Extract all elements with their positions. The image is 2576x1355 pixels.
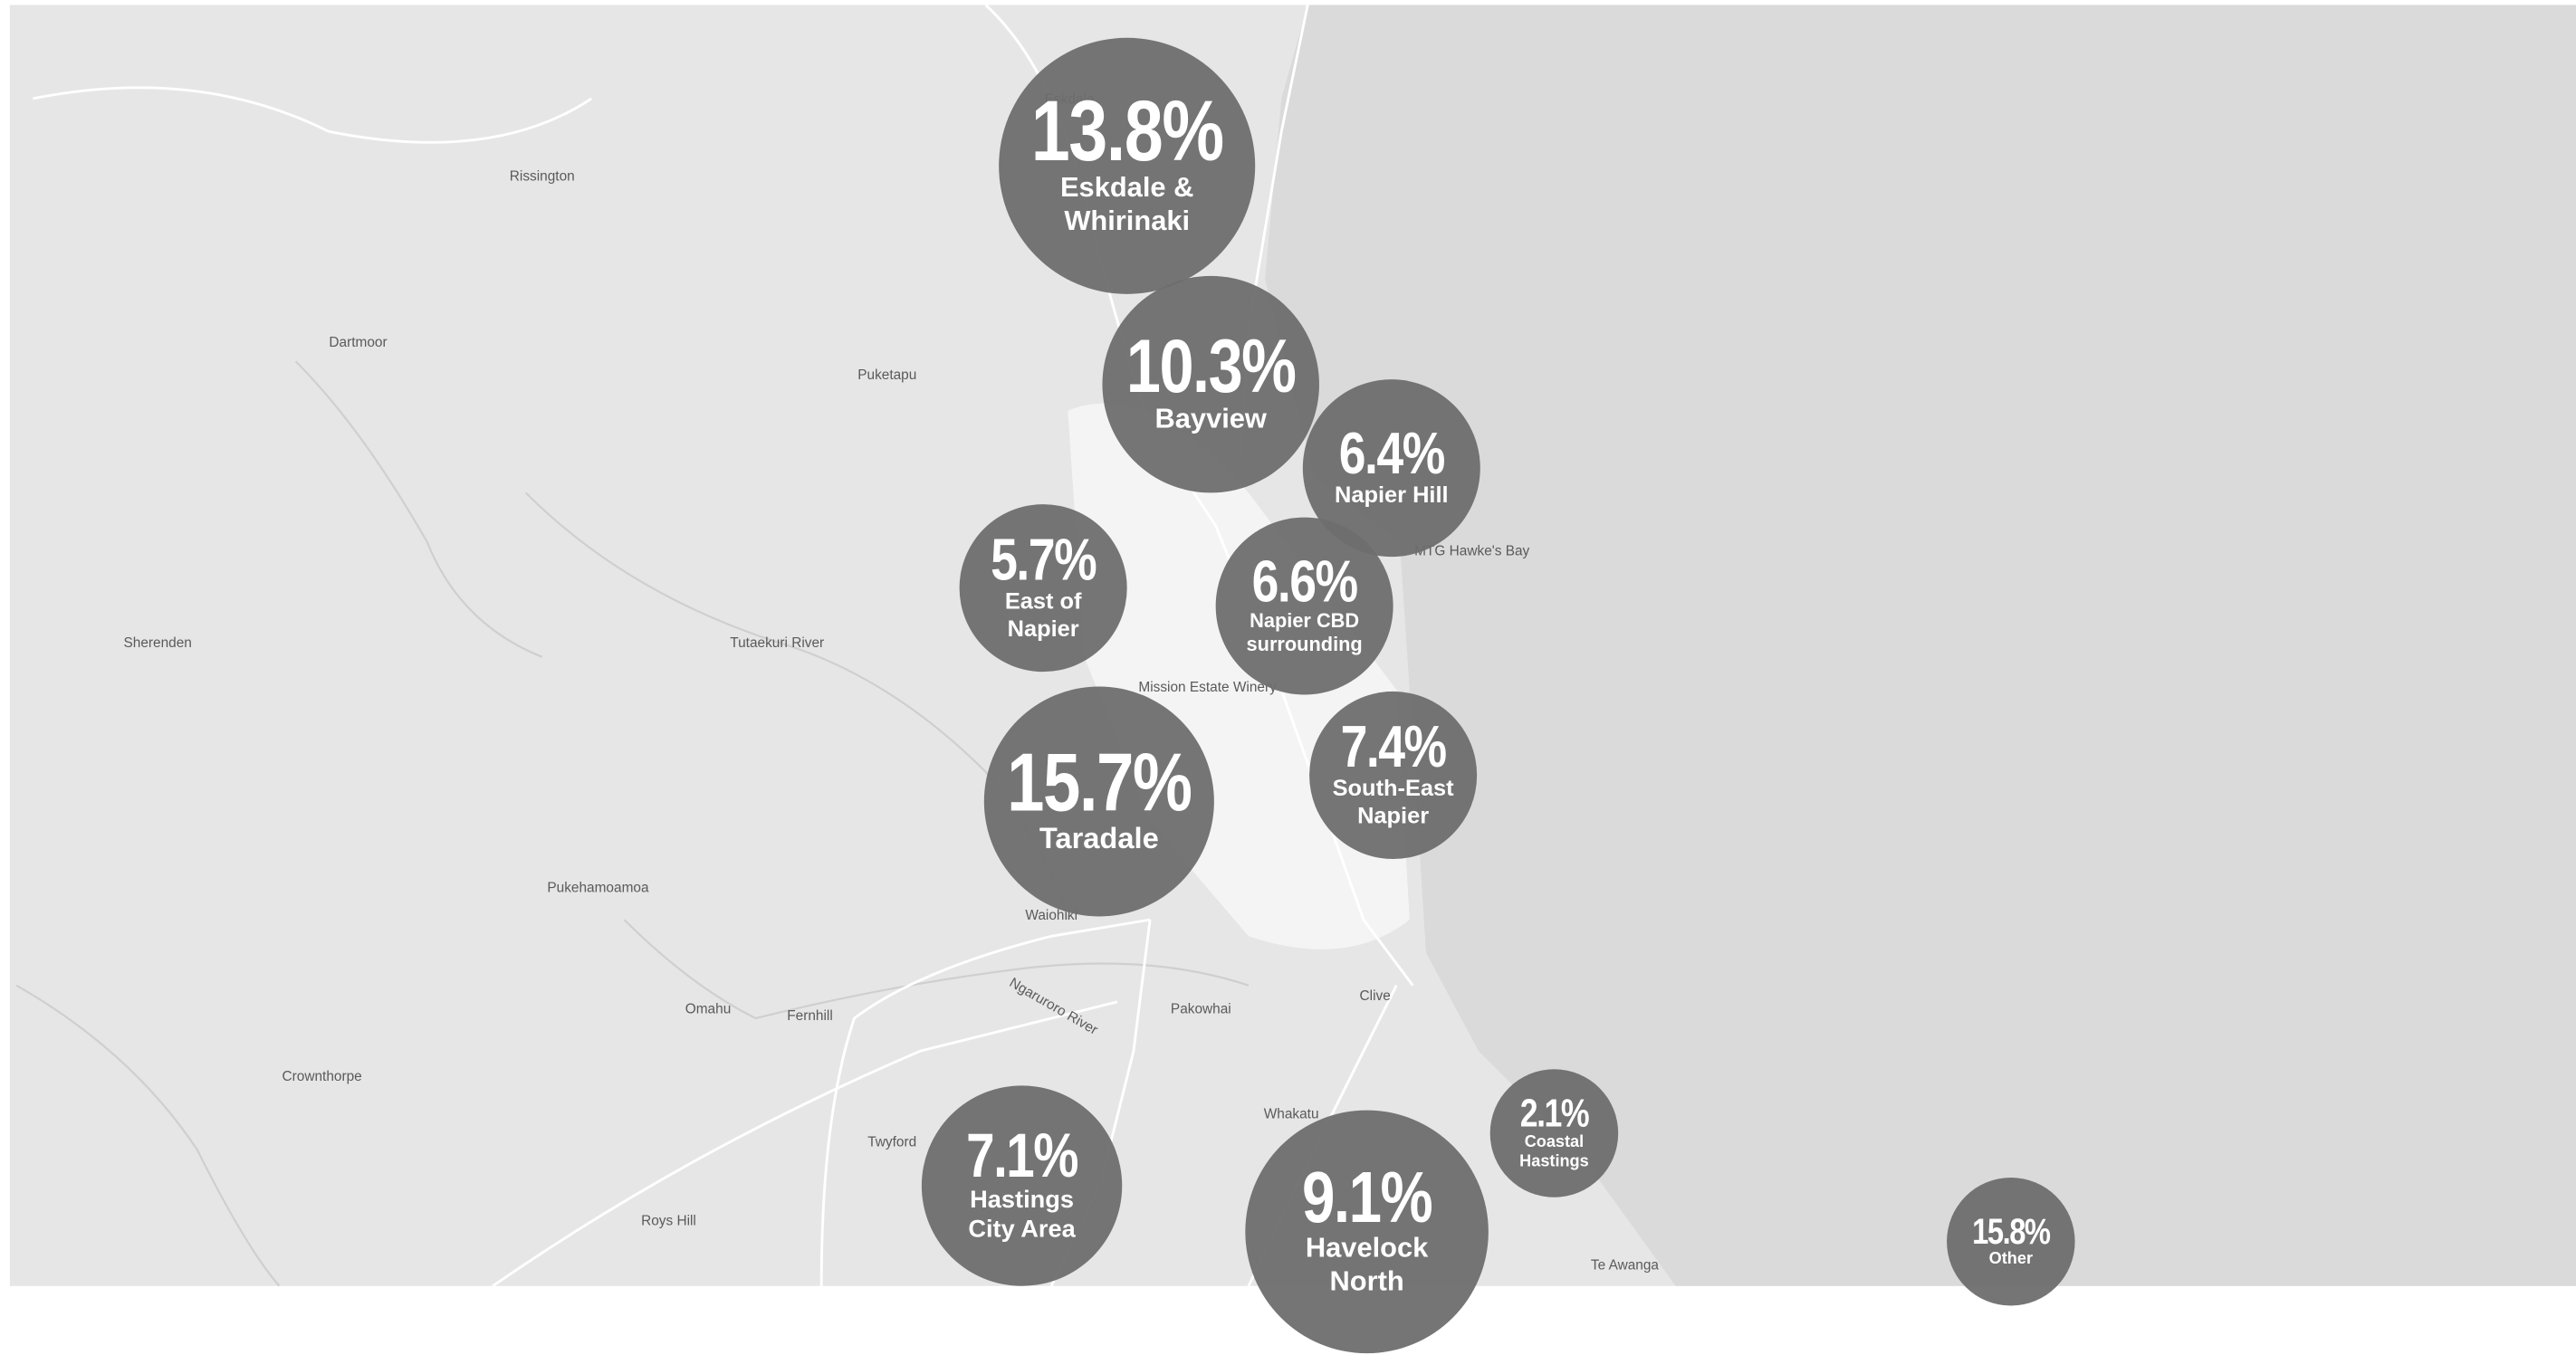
bubble-value: 2.1%	[1520, 1092, 1590, 1135]
bubble-value: 6.4%	[1339, 420, 1445, 486]
place-label: Te Awanga	[1591, 1258, 1660, 1274]
place-label: Pukehamoamoa	[547, 880, 649, 895]
place-label: Fernhill	[787, 1008, 833, 1024]
bubble-label: Bayview	[1155, 402, 1268, 434]
bubble-label: Other	[1989, 1249, 2033, 1267]
bubble: 15.7%Taradale	[984, 686, 1214, 916]
place-label: Twyford	[867, 1135, 916, 1150]
bubble-value: 15.7%	[1007, 736, 1191, 828]
bubble-value: 7.1%	[966, 1121, 1077, 1191]
place-label: Pakowhai	[1171, 1002, 1231, 1017]
place-label: Tutaekuri River	[730, 635, 824, 651]
map: EskdaleRissingtonDartmoorPuketapuSherend…	[0, 0, 2576, 1355]
bubble-value: 10.3%	[1126, 325, 1296, 409]
bubble-value: 9.1%	[1302, 1158, 1432, 1238]
place-label: Clive	[1360, 988, 1391, 1004]
bubble: 15.8%Other	[1947, 1178, 2075, 1306]
bubble-label: Napier Hill	[1335, 482, 1449, 508]
place-label: Mission Estate Winery	[1138, 680, 1277, 695]
bubble: 10.3%Bayview	[1102, 276, 1319, 493]
bubble-label: Eskdale &Whirinaki	[1060, 171, 1193, 236]
bubble-value: 15.8%	[1972, 1211, 2050, 1252]
bubble-value: 5.7%	[991, 526, 1096, 592]
page: {"map": { "places": ["Eskdale", "Rissing…	[0, 0, 2576, 1355]
place-label: Puketapu	[857, 367, 916, 383]
place-label: Dartmoor	[329, 335, 387, 350]
bubble: 13.8%Eskdale &Whirinaki	[999, 38, 1255, 294]
place-label: Sherenden	[123, 635, 191, 651]
bubble-value: 7.4%	[1341, 713, 1447, 779]
place-label: Omahu	[685, 1002, 732, 1017]
bubble-value: 13.8%	[1031, 84, 1223, 179]
place-label: Roys Hill	[641, 1214, 696, 1229]
bubble-value: 6.6%	[1252, 549, 1358, 615]
bubble-label: Taradale	[1039, 821, 1159, 854]
place-label: Crownthorpe	[282, 1069, 362, 1084]
place-label: Whakatu	[1264, 1107, 1319, 1122]
place-label: Rissington	[510, 169, 575, 185]
